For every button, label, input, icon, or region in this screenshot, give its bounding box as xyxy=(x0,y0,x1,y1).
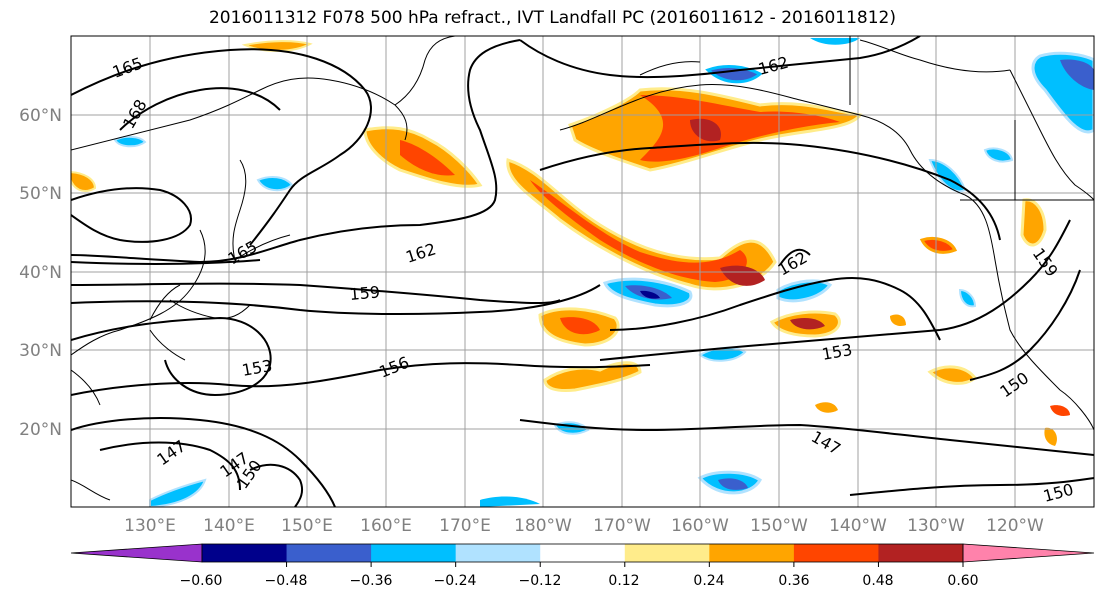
colorbar-tick-label: 0.12 xyxy=(608,573,639,589)
refractivity-contours xyxy=(71,36,1094,507)
colorbar-segment xyxy=(286,544,372,562)
colorbar-extend-high xyxy=(962,543,1095,563)
colorbar-frame xyxy=(201,543,964,563)
colorbar-tick-label: 0.24 xyxy=(693,573,724,589)
colorbar-segment xyxy=(624,544,710,562)
colorbar-tick-label: −0.24 xyxy=(434,573,477,589)
colorbar-tick-label: −0.36 xyxy=(350,573,393,589)
map-frame xyxy=(70,35,1095,508)
lon-label: 140°E xyxy=(203,516,255,536)
colorbar-segment xyxy=(793,544,879,562)
lat-label: 40°N xyxy=(19,263,62,283)
colorbar-segment xyxy=(540,544,626,562)
lon-label: 140°W xyxy=(829,516,887,536)
colorbar-segment xyxy=(878,544,964,562)
lon-label: 160°W xyxy=(671,516,729,536)
lon-label: 120°W xyxy=(986,516,1044,536)
map-title: 2016011312 F078 500 hPa refract., IVT La… xyxy=(208,8,896,28)
colorbar-segment xyxy=(709,544,795,562)
colorbar-tick-label: 0.48 xyxy=(862,573,893,589)
colorbar-segment xyxy=(455,544,541,562)
colorbar-tick-label: 0.36 xyxy=(778,573,809,589)
colorbar-tick-label: 0.60 xyxy=(947,573,978,589)
colorbar-ticks: −0.60 −0.48 −0.36 −0.24 −0.12 0.12 0.24 … xyxy=(180,573,979,589)
lon-label: 160°E xyxy=(360,516,412,536)
lon-label: 150°W xyxy=(750,516,808,536)
contour-label: 159 xyxy=(349,282,381,304)
colorbar xyxy=(70,543,1095,567)
lat-label: 20°N xyxy=(19,420,62,440)
colorbar-segment xyxy=(371,544,457,562)
colorbar-tick-label: −0.12 xyxy=(519,573,562,589)
coastlines xyxy=(71,36,1094,501)
colorbar-tick-label: −0.48 xyxy=(265,573,308,589)
lon-label: 170°W xyxy=(593,516,651,536)
lon-label: 150°E xyxy=(281,516,333,536)
latitude-labels: 60°N 50°N 40°N 30°N 20°N xyxy=(19,106,62,440)
lon-label: 130°E xyxy=(124,516,176,536)
lon-label: 180°W xyxy=(514,516,572,536)
lon-label: 130°W xyxy=(907,516,965,536)
lat-label: 50°N xyxy=(19,184,62,204)
ivt-shading xyxy=(71,38,1094,507)
longitude-labels: 130°E 140°E 150°E 160°E 170°E 180°W 170°… xyxy=(124,516,1044,536)
colorbar-tick-label: −0.60 xyxy=(180,573,223,589)
graticule xyxy=(71,36,1094,507)
lat-label: 30°N xyxy=(19,341,62,361)
colorbar-segment xyxy=(202,544,288,562)
colorbar-extend-low xyxy=(70,543,203,563)
lon-label: 170°E xyxy=(439,516,491,536)
lat-label: 60°N xyxy=(19,106,62,126)
